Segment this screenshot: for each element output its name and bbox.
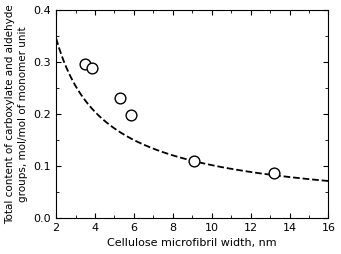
- X-axis label: Cellulose microfibril width, nm: Cellulose microfibril width, nm: [107, 239, 277, 248]
- Point: [83, 62, 88, 66]
- Point: [118, 96, 123, 100]
- Point: [89, 66, 95, 70]
- Point: [192, 159, 197, 163]
- Point: [128, 113, 134, 117]
- Y-axis label: Total content of carboxylate and aldehyde
groups, mol/mol of monomer unit: Total content of carboxylate and aldehyd…: [5, 4, 28, 224]
- Point: [271, 171, 277, 175]
